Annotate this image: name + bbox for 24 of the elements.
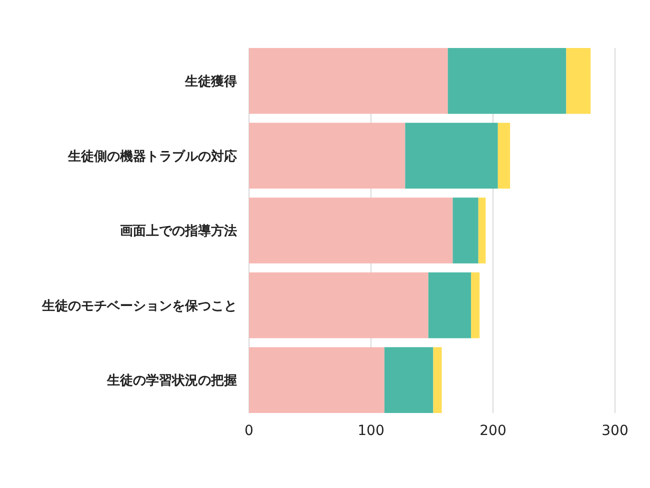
bar xyxy=(405,122,498,189)
x-tick-label: 100 xyxy=(358,423,384,439)
bar xyxy=(249,198,453,264)
bar xyxy=(498,122,510,189)
bar xyxy=(249,347,384,413)
bar xyxy=(452,198,478,264)
y-tick-label: 画面上での指導方法 xyxy=(120,223,237,240)
y-tick-label: 生徒のモチベーションを保つこと xyxy=(41,298,237,314)
y-tick-label: 生徒獲得 xyxy=(184,74,237,90)
bar xyxy=(249,48,448,114)
bar xyxy=(448,48,566,114)
y-tick-label: 生徒の学習状況の把握 xyxy=(106,374,237,389)
bar xyxy=(433,347,442,413)
x-tick-label: 300 xyxy=(602,423,628,439)
x-tick-label: 0 xyxy=(244,423,254,439)
bar xyxy=(384,347,434,413)
x-tick-label: 200 xyxy=(480,423,506,439)
y-tick-label: 生徒側の機器トラブルの対応 xyxy=(67,148,237,164)
bar xyxy=(249,272,428,338)
bar xyxy=(478,198,486,264)
bar xyxy=(428,272,472,338)
bar xyxy=(566,48,591,114)
bar xyxy=(471,272,480,338)
bar xyxy=(249,122,406,189)
